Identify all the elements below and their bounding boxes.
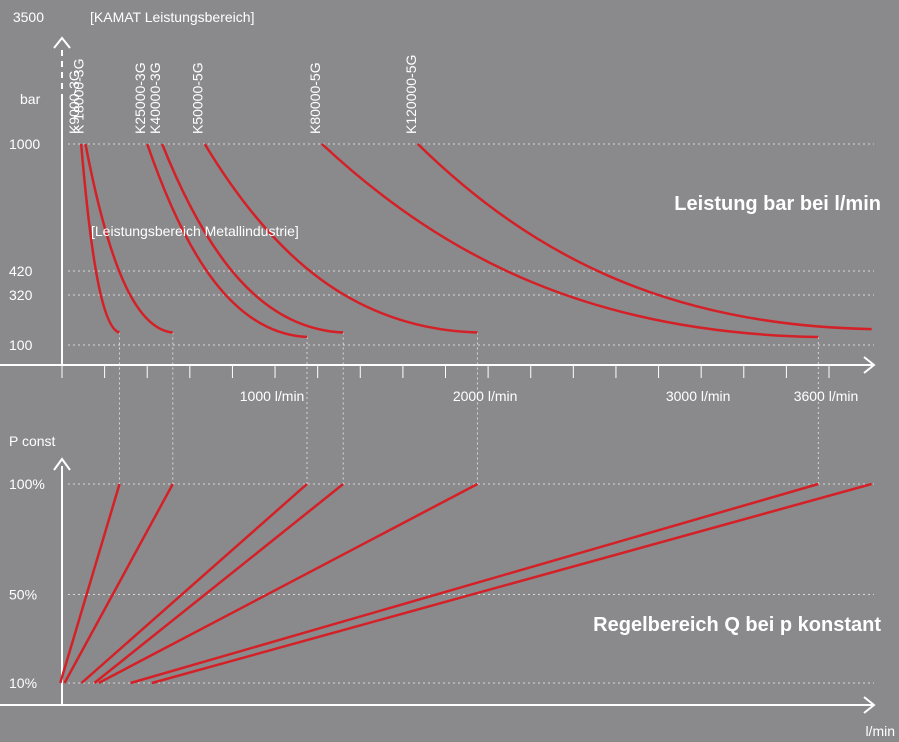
regulation-line-k120000-5g xyxy=(151,482,872,685)
top-y-tick-label: 100 xyxy=(9,337,33,353)
regulation-line-k50000-5g xyxy=(98,482,479,685)
top-chart-title: Leistung bar bei l/min xyxy=(674,193,881,215)
pressure-curve-k9000-3g xyxy=(79,143,121,334)
kamat-range-label: [KAMAT Leistungsbereich] xyxy=(90,9,254,25)
top-y-tick-label: 1000 xyxy=(9,136,40,152)
pressure-curve-k40000-3g xyxy=(160,143,344,334)
series-label: K50000-5G xyxy=(190,62,206,134)
top-y-max-label: 3500 xyxy=(13,9,44,25)
series-label: K80000-5G xyxy=(307,62,323,134)
tick-labels: 1000 420 320 100 100% 50% 10% 1000 l/min 2000 l/… xyxy=(9,55,858,691)
series-label: K 18000-3G xyxy=(70,59,86,135)
pressure-curve-k80000-5g xyxy=(321,143,819,339)
top-y-arrow-icon xyxy=(53,36,71,49)
series-label: K25000-3G xyxy=(132,62,148,134)
bottom-y-tick-label: 100% xyxy=(9,476,45,492)
regulation-line-k18000-3g xyxy=(63,483,174,684)
bottom-y-tick-label: 50% xyxy=(9,587,37,603)
top-y-tick-label: 320 xyxy=(9,287,33,303)
top-x-arrow-icon xyxy=(863,356,876,374)
top-y-tick-label: 420 xyxy=(9,263,33,279)
bottom-y-tick-label: 10% xyxy=(9,675,37,691)
curves-layer xyxy=(59,143,872,685)
bottom-y-arrow-icon xyxy=(53,457,71,471)
x-tick-label: 2000 l/min xyxy=(453,388,518,404)
top-y-unit-label: bar xyxy=(20,91,41,107)
bottom-chart-title: Regelbereich Q bei p konstant xyxy=(593,614,881,636)
regulation-line-k40000-3g xyxy=(93,483,345,684)
regulation-line-k80000-5g xyxy=(130,482,819,685)
series-label: K9000-3G xyxy=(66,70,82,134)
grid-layer xyxy=(68,143,874,684)
pressure-curve-k120000-5g xyxy=(416,143,872,331)
series-label: K40000-3G xyxy=(147,62,163,134)
axes-layer xyxy=(0,36,876,714)
metal-range-label: [Leistungsbereich Metallindustrie] xyxy=(91,223,299,239)
bottom-x-unit-label: l/min xyxy=(865,723,895,739)
bottom-y-unit-label: P const xyxy=(9,433,56,449)
pressure-curve-k18000-3g xyxy=(84,143,173,334)
x-ticks xyxy=(61,365,830,378)
x-tick-label: 3600 l/min xyxy=(794,388,859,404)
series-label: K120000-5G xyxy=(403,55,419,134)
bottom-x-arrow-icon xyxy=(863,696,876,714)
x-tick-label: 1000 l/min xyxy=(240,388,305,404)
x-tick-label: 3000 l/min xyxy=(666,388,731,404)
regulation-line-k25000-3g xyxy=(80,483,308,684)
regulation-line-k9000-3g xyxy=(59,483,121,684)
pressure-curve-k50000-5g xyxy=(203,143,478,334)
pressure-curve-k25000-3g xyxy=(146,143,308,339)
